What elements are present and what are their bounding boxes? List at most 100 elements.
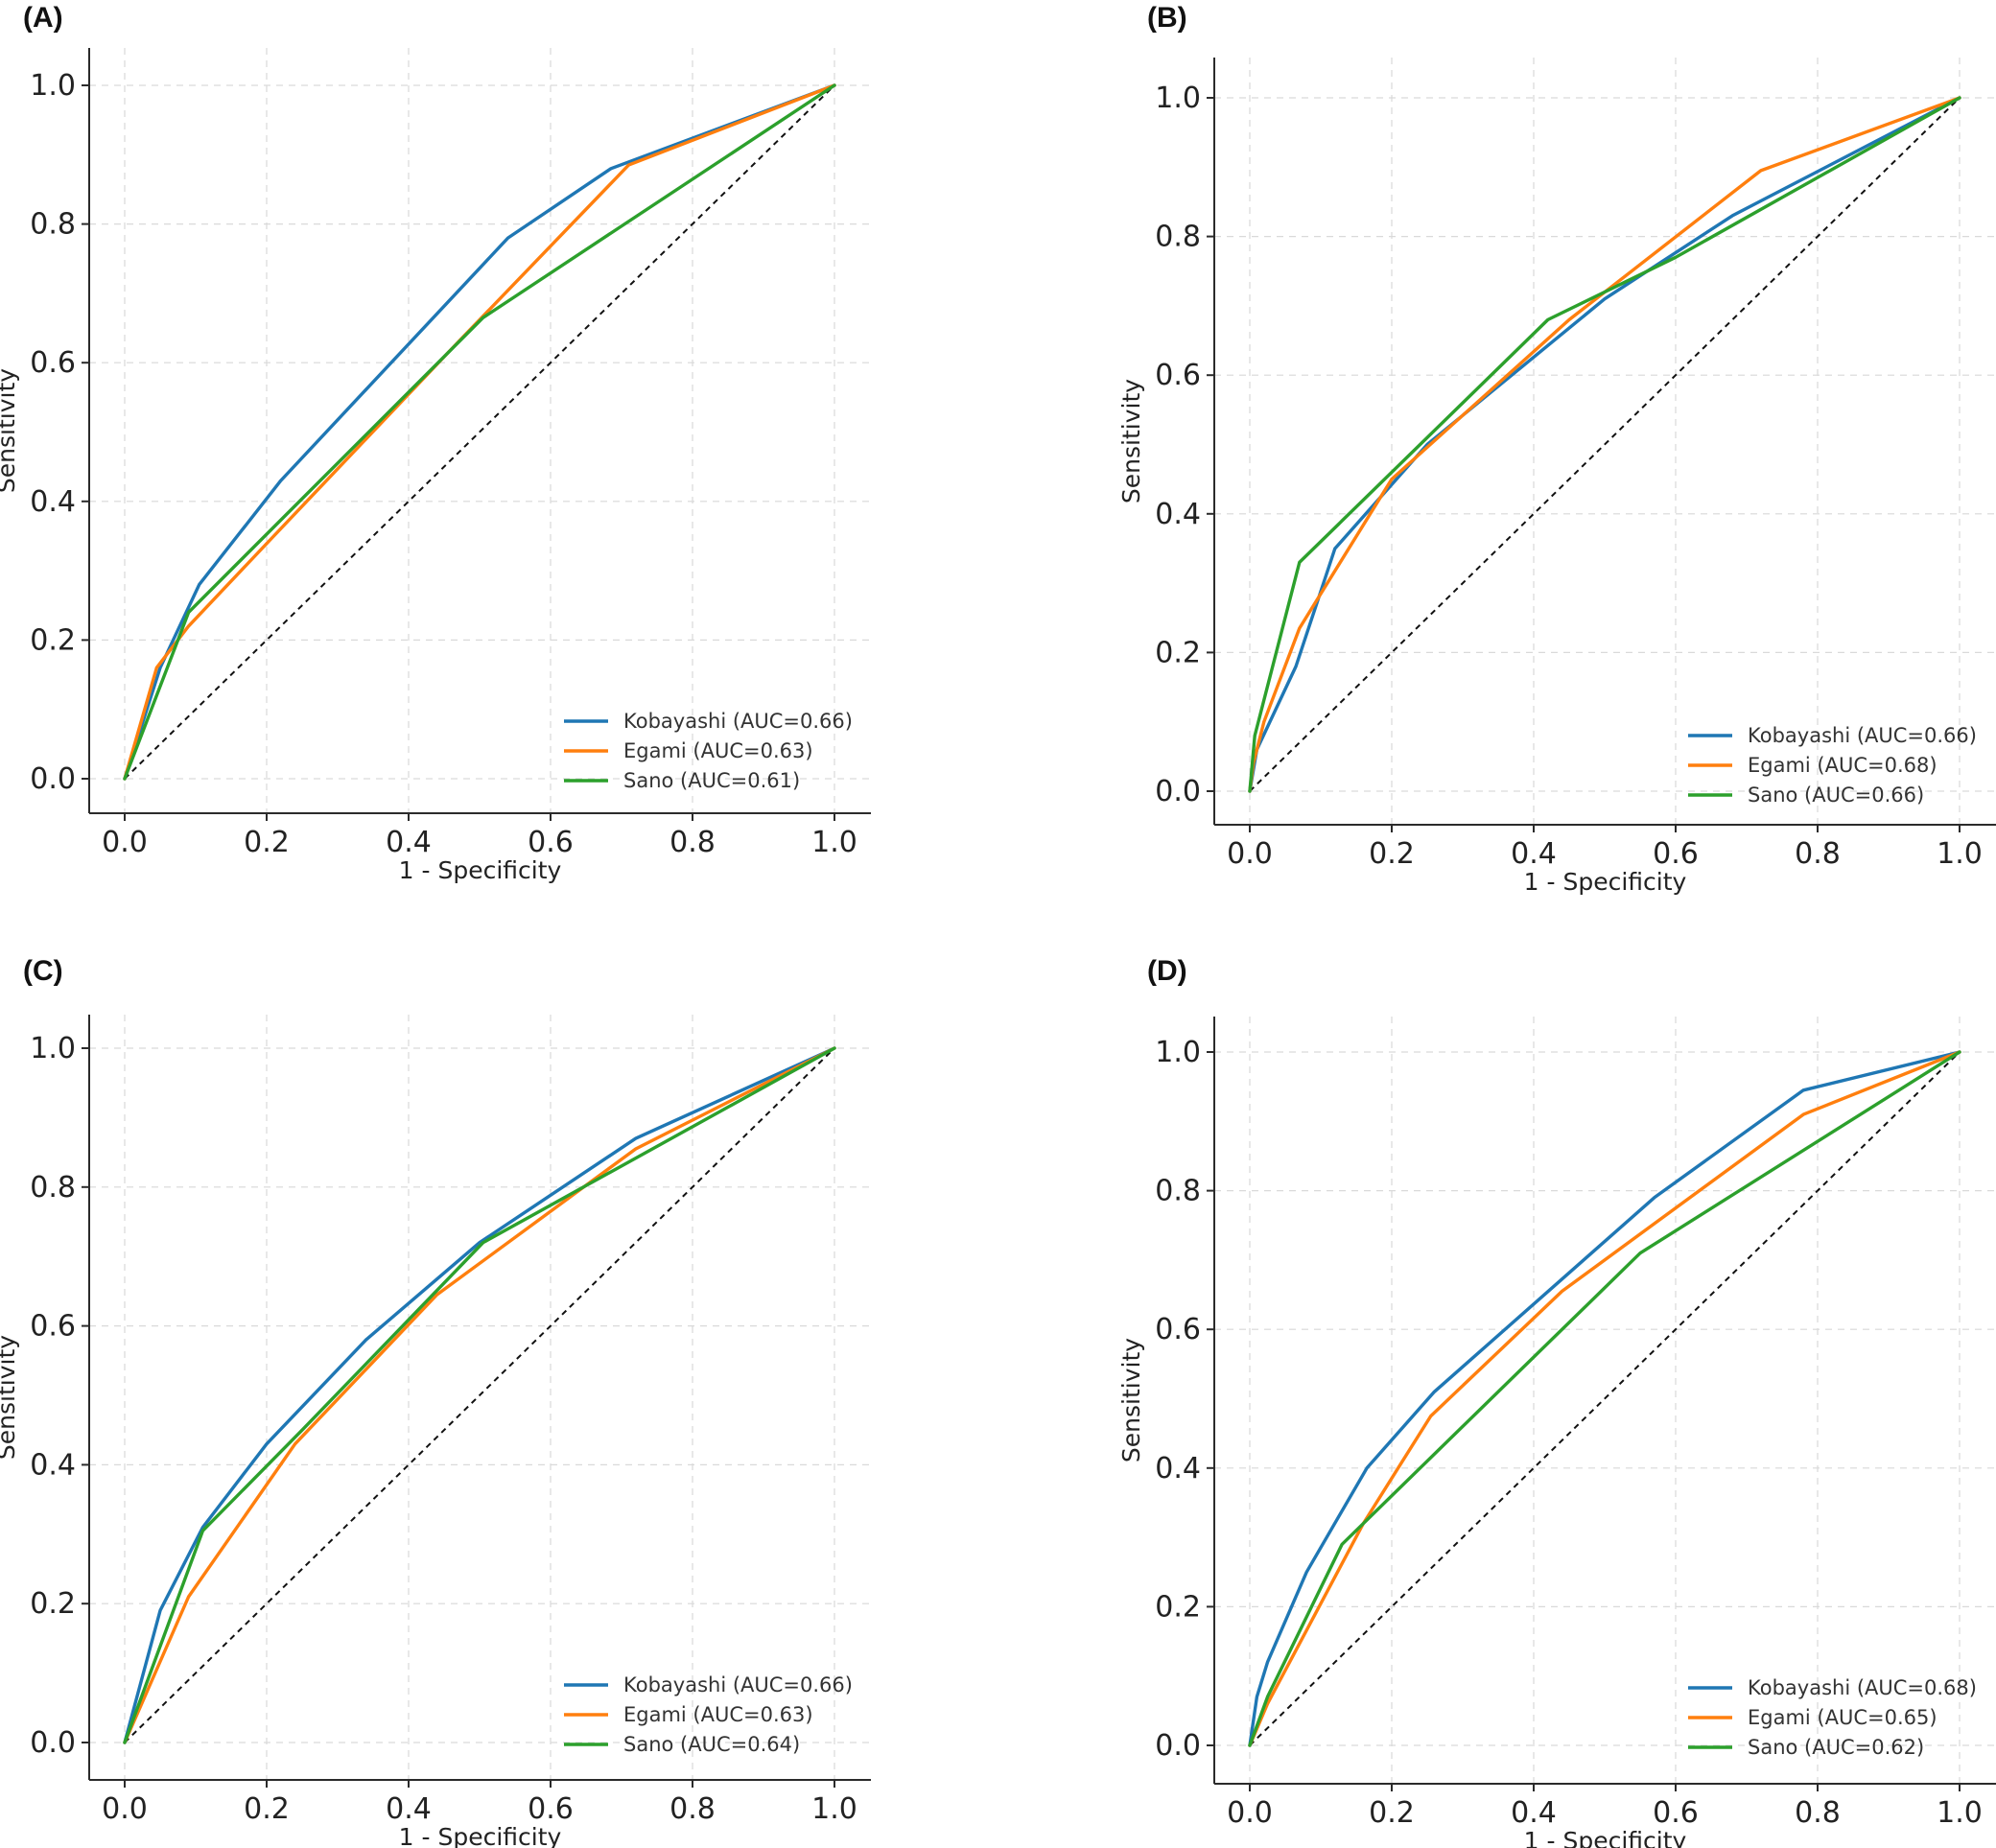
panel-c-xtick-label-2: 0.4	[386, 1792, 432, 1826]
panel-c-xtick-label-5: 1.0	[811, 1792, 857, 1826]
panel-a-ytick-label-0: 0.0	[30, 762, 76, 796]
panel-b-legend: Kobayashi (AUC=0.66) Egami (AUC=0.68) Sano…	[1688, 724, 1977, 807]
panel-d-chance-line	[1249, 1051, 1961, 1746]
panel-c-series-egami	[123, 1046, 836, 1744]
panel-d-legend-label-egami: Egami (AUC=0.65)	[1748, 1706, 1937, 1729]
panel-d-xtick-label-1: 0.2	[1369, 1796, 1415, 1830]
panel-a-y-axis-title: Sensitivity	[0, 368, 20, 493]
panel-c-legend-label-kobayashi: Kobayashi (AUC=0.66)	[623, 1673, 853, 1696]
panel-b-legend-label-egami: Egami (AUC=0.68)	[1748, 754, 1937, 777]
panel-b-series-sano	[1248, 96, 1961, 793]
panel-d-y-axis-title: Sensitivity	[1117, 1338, 1145, 1462]
panel-d-letter: (D)	[1147, 955, 1187, 987]
panel-c-xtick-label-0: 0.0	[102, 1792, 148, 1826]
panel-b-ytick-label-0: 0.0	[1155, 775, 1201, 808]
panel-d-xtick-label-0: 0.0	[1227, 1796, 1273, 1830]
panel-a-xtick-label-5: 1.0	[811, 826, 857, 859]
panel-b-series-egami	[1248, 96, 1961, 793]
panel-a-ytick-label-1: 0.2	[30, 623, 76, 657]
panel-d-ytick-label-4: 0.8	[1155, 1175, 1201, 1208]
panel-a-ytick-label-4: 0.8	[30, 208, 76, 242]
panel-c-legend-label-egami: Egami (AUC=0.63)	[623, 1703, 813, 1726]
panel-a-ytick-label-5: 1.0	[30, 69, 76, 103]
panel-c-letter: (C)	[23, 955, 63, 987]
panel-c-series-sano	[123, 1046, 836, 1744]
panel-b-ytick-label-5: 1.0	[1155, 82, 1201, 115]
panel-d-xtick-label-2: 0.4	[1511, 1796, 1557, 1830]
panel-d-series-egami	[1248, 1050, 1961, 1747]
panel-d-legend-label-kobayashi: Kobayashi (AUC=0.68)	[1748, 1676, 1977, 1699]
panel-a-ytick-label-2: 0.4	[30, 485, 76, 519]
panel-b-ytick-label-2: 0.4	[1155, 498, 1201, 531]
panel-b-ytick-label-1: 0.2	[1155, 636, 1201, 669]
panel-a-series-egami	[123, 83, 836, 781]
panel-d-series-sano	[1248, 1050, 1961, 1747]
panel-b-xtick-label-4: 0.8	[1795, 837, 1841, 871]
panel-d-xtick-label-5: 1.0	[1937, 1796, 1983, 1830]
panel-c-ytick-label-3: 0.6	[30, 1310, 76, 1344]
panel-c-legend: Kobayashi (AUC=0.66) Egami (AUC=0.63) Sano…	[564, 1673, 853, 1756]
panel-a-series-kobayashi	[123, 83, 836, 781]
panel-c-y-axis-title: Sensitivity	[0, 1335, 20, 1460]
panel-b-legend-label-kobayashi: Kobayashi (AUC=0.66)	[1748, 724, 1977, 747]
panel-c-x-axis-title: 1 - Specificity	[399, 1823, 562, 1848]
panel-b-legend-label-sano: Sano (AUC=0.66)	[1748, 784, 1924, 807]
panel-c-ytick-label-5: 1.0	[30, 1032, 76, 1065]
panel-b-chance-line	[1249, 97, 1961, 792]
panel-c-ytick-label-0: 0.0	[30, 1726, 76, 1760]
panel-b: (B) 0.0 0.2 0.4 0.6 0.8 1.0 0.0 0.2 0.4 0.6 0.8 1.0 1…	[1117, 2, 1996, 896]
panel-a-xtick-label-2: 0.4	[386, 826, 432, 859]
panel-d-ytick-label-0: 0.0	[1155, 1729, 1201, 1763]
panel-a-legend-label-sano: Sano (AUC=0.61)	[623, 769, 800, 792]
panel-a-series-sano	[123, 83, 836, 781]
panel-b-xtick-label-2: 0.4	[1511, 837, 1557, 871]
panel-a-chance-line	[124, 84, 835, 780]
panel-a-legend: Kobayashi (AUC=0.66) Egami (AUC=0.63) Sano…	[564, 710, 853, 792]
panel-d-ytick-label-1: 0.2	[1155, 1590, 1201, 1624]
panel-d-legend-label-sano: Sano (AUC=0.62)	[1748, 1736, 1924, 1759]
panel-b-grid	[1214, 58, 1996, 825]
panel-d-xtick-label-4: 0.8	[1795, 1796, 1841, 1830]
panel-b-xtick-label-3: 0.6	[1653, 837, 1699, 871]
panel-c-xtick-label-4: 0.8	[669, 1792, 716, 1826]
panel-a-xtick-label-0: 0.0	[102, 826, 148, 859]
panel-b-ytick-label-4: 0.8	[1155, 221, 1201, 254]
panel-d: (D) 0.0 0.2 0.4 0.6 0.8 1.0 0.0 0.2 0.4 0.6 0.8 1.0 1…	[1117, 955, 1996, 1848]
panel-c-legend-label-sano: Sano (AUC=0.64)	[623, 1733, 800, 1756]
panel-a-xtick-label-1: 0.2	[244, 826, 290, 859]
panel-d-legend: Kobayashi (AUC=0.68) Egami (AUC=0.65) Sano…	[1688, 1676, 1977, 1759]
panel-d-ytick-label-2: 0.4	[1155, 1452, 1201, 1485]
panel-a-ytick-label-3: 0.6	[30, 346, 76, 380]
panel-b-xtick-label-0: 0.0	[1227, 837, 1273, 871]
panel-d-ytick-label-5: 1.0	[1155, 1036, 1201, 1069]
panel-b-xtick-label-1: 0.2	[1369, 837, 1415, 871]
panel-a-letter: (A)	[23, 2, 63, 34]
panel-b-xtick-label-5: 1.0	[1937, 837, 1983, 871]
panel-b-ytick-label-3: 0.6	[1155, 359, 1201, 392]
panel-b-letter: (B)	[1147, 2, 1187, 34]
panel-c-chance-line	[124, 1047, 835, 1743]
panel-d-ytick-label-3: 0.6	[1155, 1313, 1201, 1346]
panel-d-xtick-label-3: 0.6	[1653, 1796, 1699, 1830]
panel-c-grid	[89, 1015, 871, 1780]
panel-b-y-axis-title: Sensitivity	[1117, 379, 1145, 503]
panel-c-series-kobayashi	[123, 1046, 836, 1744]
panel-a-xtick-label-4: 0.8	[669, 826, 716, 859]
panel-d-x-axis-title: 1 - Specificity	[1524, 1827, 1687, 1848]
panel-b-x-axis-title: 1 - Specificity	[1524, 868, 1687, 896]
panel-a-xtick-label-3: 0.6	[528, 826, 574, 859]
panel-a-legend-label-egami: Egami (AUC=0.63)	[623, 739, 813, 762]
panel-c: (C) 0.0 0.2 0.4 0.6 0.8 1.0 0.0 0.2 0.4 0.6 0.8 1.0 1…	[0, 955, 871, 1848]
panel-a-legend-label-kobayashi: Kobayashi (AUC=0.66)	[623, 710, 853, 733]
panel-c-ytick-label-4: 0.8	[30, 1171, 76, 1205]
panel-d-series-kobayashi	[1248, 1050, 1961, 1747]
panel-c-xtick-label-1: 0.2	[244, 1792, 290, 1826]
panel-d-grid	[1214, 1017, 1996, 1784]
panel-c-ytick-label-1: 0.2	[30, 1587, 76, 1621]
panel-a: (A) 0.0 0.2 0.4 0.6 0.8 1.0 0.0 0.2 0.4 0.6 0.8 1.0 1…	[0, 2, 871, 884]
panel-c-ytick-label-2: 0.4	[30, 1448, 76, 1482]
panel-c-xtick-label-3: 0.6	[528, 1792, 574, 1826]
panel-a-x-axis-title: 1 - Specificity	[399, 856, 562, 884]
panel-a-grid	[89, 48, 871, 813]
